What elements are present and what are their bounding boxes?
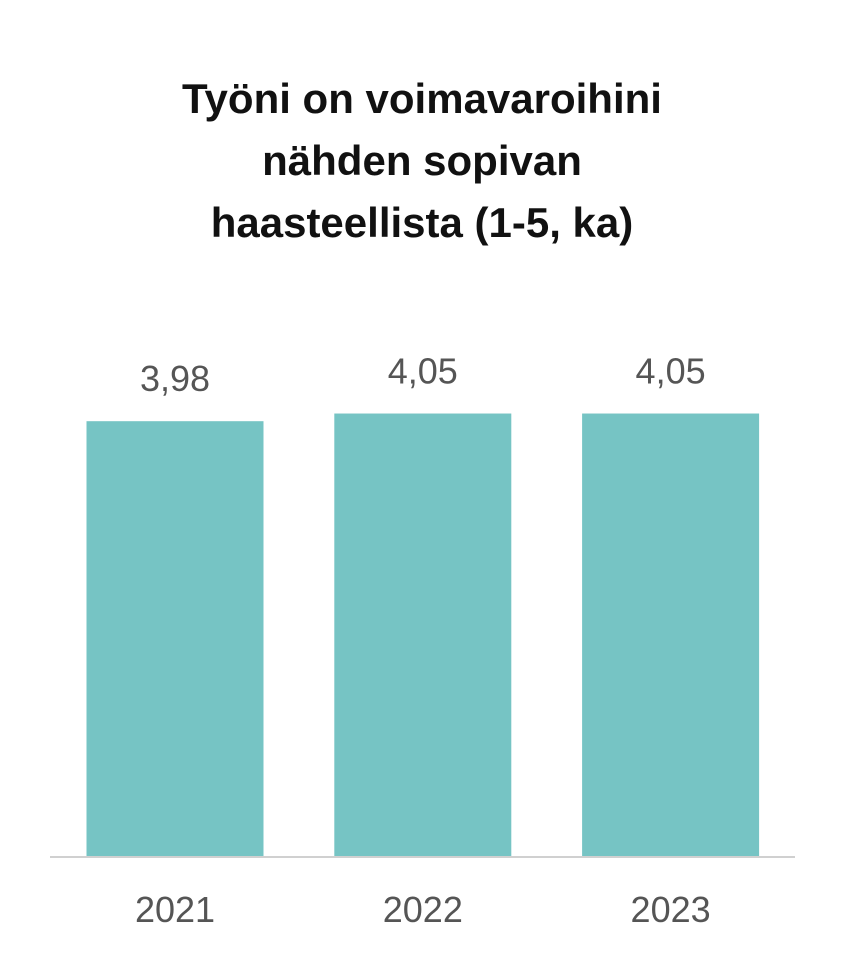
value-label: 4,05	[388, 351, 458, 392]
value-label: 4,05	[636, 351, 706, 392]
chart-title: Työni on voimavaroihini nähden sopivan h…	[182, 75, 662, 246]
bar	[86, 421, 264, 857]
bar	[334, 413, 512, 857]
value-label: 3,98	[140, 358, 210, 399]
x-tick-label: 2022	[383, 889, 463, 930]
x-tick-label: 2023	[631, 889, 711, 930]
bar	[582, 413, 760, 857]
x-tick-label: 2021	[135, 889, 215, 930]
